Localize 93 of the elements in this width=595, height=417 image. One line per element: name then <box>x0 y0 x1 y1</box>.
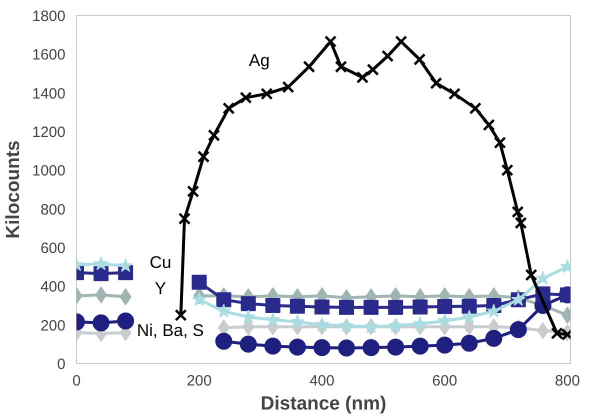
point <box>192 292 206 306</box>
point <box>463 318 476 336</box>
point <box>436 336 454 354</box>
point <box>362 339 380 356</box>
point <box>339 300 354 315</box>
point <box>186 185 200 198</box>
y-tick-label: 1600 <box>32 46 66 64</box>
point <box>381 50 394 62</box>
point <box>266 312 280 326</box>
point <box>92 314 110 332</box>
point <box>216 292 232 308</box>
point <box>462 298 477 314</box>
point <box>290 298 305 314</box>
point <box>448 88 461 100</box>
point <box>208 129 220 142</box>
point <box>388 300 404 315</box>
point <box>388 318 403 332</box>
point <box>525 268 538 282</box>
point <box>485 330 502 347</box>
point <box>412 300 428 315</box>
point <box>364 300 379 315</box>
annotation: Ni, Ba, S <box>136 320 204 340</box>
point <box>192 274 207 290</box>
point <box>240 336 257 353</box>
x-axis-title: Distance (nm) <box>260 394 386 414</box>
annotation: Cu <box>150 253 172 272</box>
point <box>174 308 188 322</box>
point <box>265 298 280 313</box>
point <box>118 258 133 272</box>
point <box>282 80 294 94</box>
point <box>222 102 235 114</box>
point <box>338 340 356 357</box>
point <box>412 338 429 355</box>
point <box>394 35 408 48</box>
point <box>290 314 305 328</box>
point <box>240 91 252 104</box>
point <box>494 136 506 149</box>
y-tick-label: 1800 <box>32 8 66 25</box>
point <box>314 317 330 331</box>
point <box>339 318 354 332</box>
point <box>512 206 524 218</box>
y-axis-title: Kilocounts <box>3 140 24 239</box>
point <box>510 321 527 338</box>
point <box>430 76 442 90</box>
point <box>462 310 476 324</box>
point <box>313 339 330 356</box>
point <box>241 310 256 324</box>
point <box>260 88 273 100</box>
point <box>178 212 191 225</box>
annotation: Y <box>154 279 166 298</box>
point <box>117 312 134 330</box>
point <box>469 102 482 114</box>
y-tick-label: 1200 <box>32 124 66 141</box>
x-tick-label: 800 <box>554 372 580 390</box>
point <box>364 319 378 333</box>
point <box>514 216 527 230</box>
point <box>437 298 452 314</box>
point <box>356 71 369 84</box>
point <box>264 338 282 355</box>
y-tick-label: 0 <box>57 356 66 373</box>
y-tick-label: 400 <box>40 278 66 296</box>
x-tick-label: 600 <box>432 372 458 390</box>
y-tick-label: 800 <box>40 201 66 218</box>
point <box>197 150 210 163</box>
point <box>94 266 109 282</box>
annotation: Ag <box>248 51 270 70</box>
point <box>366 63 380 76</box>
point <box>438 313 452 328</box>
point <box>215 332 232 350</box>
point <box>387 338 404 356</box>
x-tick-label: 400 <box>309 372 334 390</box>
point <box>242 318 254 336</box>
point <box>334 60 348 73</box>
y-tick-label: 200 <box>40 317 66 334</box>
point <box>413 53 426 66</box>
point <box>460 334 478 352</box>
point <box>216 304 231 318</box>
x-tick-label: 200 <box>186 372 212 390</box>
point <box>94 256 108 270</box>
point <box>288 338 306 356</box>
point <box>324 35 337 48</box>
point <box>486 304 501 318</box>
point <box>501 164 514 176</box>
point <box>314 300 330 315</box>
point <box>482 118 496 132</box>
y-tick-label: 600 <box>40 240 66 257</box>
y-tick-label: 1400 <box>32 85 66 102</box>
point <box>412 316 428 330</box>
y-tick-label: 1000 <box>32 162 66 180</box>
point <box>240 296 256 312</box>
point <box>536 270 550 285</box>
x-tick-label: 0 <box>72 372 81 390</box>
point <box>302 60 316 73</box>
